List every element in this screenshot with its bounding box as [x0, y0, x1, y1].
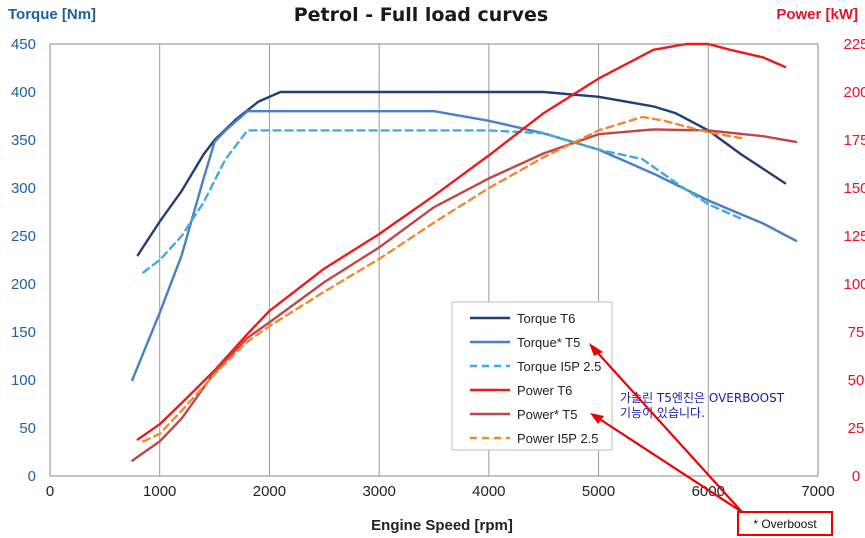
y-left-tick-label: 100: [11, 372, 36, 389]
legend-label: Power T6: [517, 383, 572, 398]
y-right-tick-label: 200: [843, 84, 865, 101]
y-left-tick-label: 450: [11, 36, 36, 53]
series-line-torque-t5: [131, 109, 798, 382]
right-axis-title: Power [kW]: [776, 6, 858, 23]
axis-ticks: 0 1000 2000 3000 4000 5000 6000 700005010015020…: [11, 36, 865, 500]
series-lines: [131, 42, 798, 462]
x-tick-label: 4000: [472, 483, 505, 500]
overboost-label: * Overboost: [753, 517, 817, 531]
y-left-tick-label: 0: [28, 468, 36, 485]
y-right-tick-label: 50: [848, 372, 865, 389]
series-line-power-i5p-2-5: [142, 115, 743, 443]
plot-area: [49, 43, 819, 477]
y-right-tick-label: 125: [843, 228, 865, 245]
arrow-to-torque-t5: [595, 350, 743, 513]
legend-label: Torque I5P 2.5: [517, 359, 601, 374]
y-left-tick-label: 150: [11, 324, 36, 341]
x-tick-label: 2000: [253, 483, 286, 500]
y-right-tick-label: 75: [848, 324, 865, 341]
y-left-tick-label: 400: [11, 84, 36, 101]
korean-note-line1: 가솔린 T5엔진은 OVERBOOST: [620, 391, 785, 405]
arrow-to-power-t5: [597, 417, 743, 513]
chart-title: Petrol - Full load curves: [294, 4, 549, 26]
y-right-tick-label: 0: [852, 468, 860, 485]
legend-label: Torque T6: [517, 311, 575, 326]
callout-arrows: [595, 350, 743, 513]
y-right-tick-label: 175: [843, 132, 865, 149]
legend-box: [451, 301, 613, 451]
x-tick-label: 1000: [143, 483, 176, 500]
series-line-power-t5: [131, 128, 798, 462]
x-tick-label: 5000: [582, 483, 615, 500]
y-right-tick-label: 25: [848, 420, 865, 437]
legend-label: Torque* T5: [517, 335, 580, 350]
y-right-tick-label: 150: [843, 180, 865, 197]
y-left-tick-label: 300: [11, 180, 36, 197]
gridlines: [159, 44, 709, 476]
arrowhead-torque-t5: [589, 343, 603, 356]
y-left-tick-label: 50: [19, 420, 36, 437]
x-tick-label: 0: [46, 483, 54, 500]
y-left-tick-label: 250: [11, 228, 36, 245]
y-left-tick-label: 350: [11, 132, 36, 149]
arrowhead-power-t5: [590, 413, 604, 424]
series-line-torque-t6: [136, 90, 787, 257]
series-line-power-t6: [136, 42, 787, 441]
series-line-torque-i5p-2-5: [142, 129, 743, 274]
y-left-tick-label: 200: [11, 276, 36, 293]
x-axis-title: Engine Speed [rpm]: [371, 517, 513, 534]
legend-label: Power I5P 2.5: [517, 431, 598, 446]
y-right-tick-label: 225: [843, 36, 865, 53]
overboost-box: [737, 511, 833, 536]
y-right-tick-label: 100: [843, 276, 865, 293]
x-tick-label: 3000: [362, 483, 395, 500]
x-tick-label: 7000: [801, 483, 834, 500]
legend: Torque T6 Torque* T5 Torque I5P 2.5 Power T…: [451, 301, 613, 451]
korean-note-line2: 기능이 있습니다.: [620, 406, 705, 420]
arrow-heads: [589, 343, 604, 424]
left-axis-title: Torque [Nm]: [8, 6, 96, 23]
legend-label: Power* T5: [517, 407, 577, 422]
